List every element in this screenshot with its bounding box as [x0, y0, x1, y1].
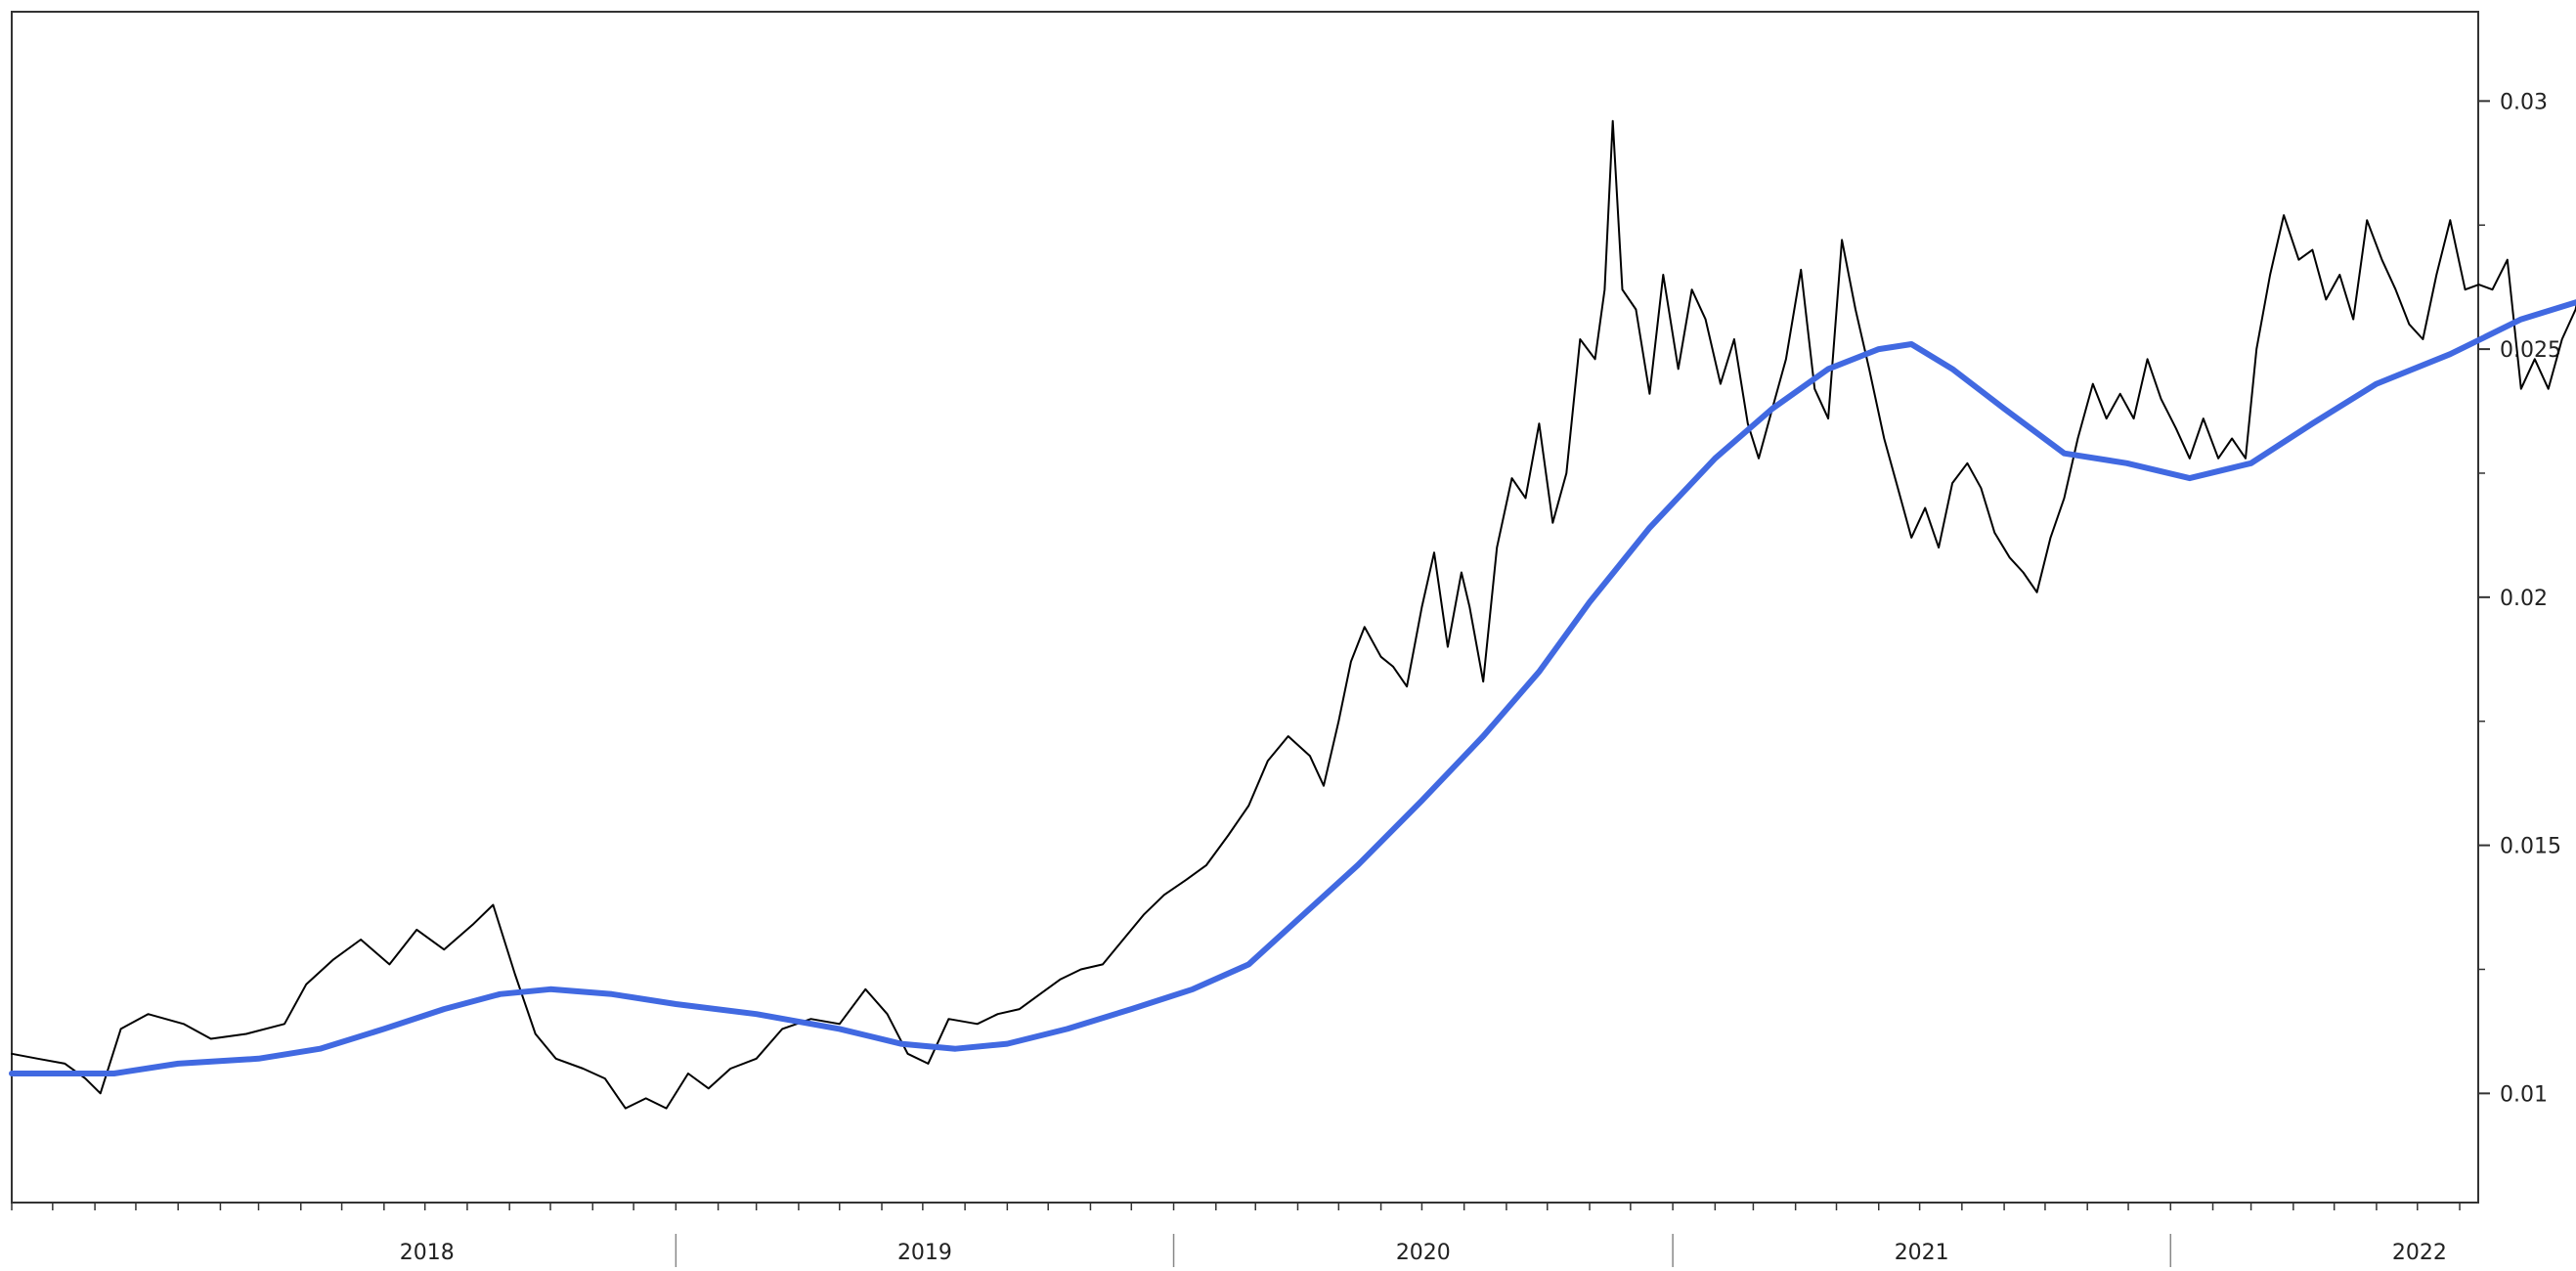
x-tick-label: 2020 [1396, 1241, 1451, 1265]
x-tick-label: 2021 [1895, 1241, 1949, 1265]
y-tick-label: 0.01 [2500, 1082, 2548, 1107]
x-tick-label: 2019 [897, 1241, 952, 1265]
x-tick-label: 2018 [400, 1241, 455, 1265]
x-axis: 201820192020202120222023 [11, 1203, 2461, 1267]
y-axis: 0.01 0.015 0.02 0.025 0.03 [2478, 90, 2561, 1107]
series-line-1 [9, 299, 2576, 1076]
y-tick-label: 0.03 [2500, 90, 2548, 114]
y-tick-label: 0.025 [2500, 338, 2561, 363]
series-layer [9, 119, 2576, 1110]
y-tick-label: 0.015 [2500, 835, 2561, 859]
y-tick-label: 0.02 [2500, 587, 2548, 611]
plot-area [11, 11, 2479, 1204]
series-line-0 [11, 119, 2576, 1110]
x-tick-label: 2022 [2392, 1241, 2447, 1265]
